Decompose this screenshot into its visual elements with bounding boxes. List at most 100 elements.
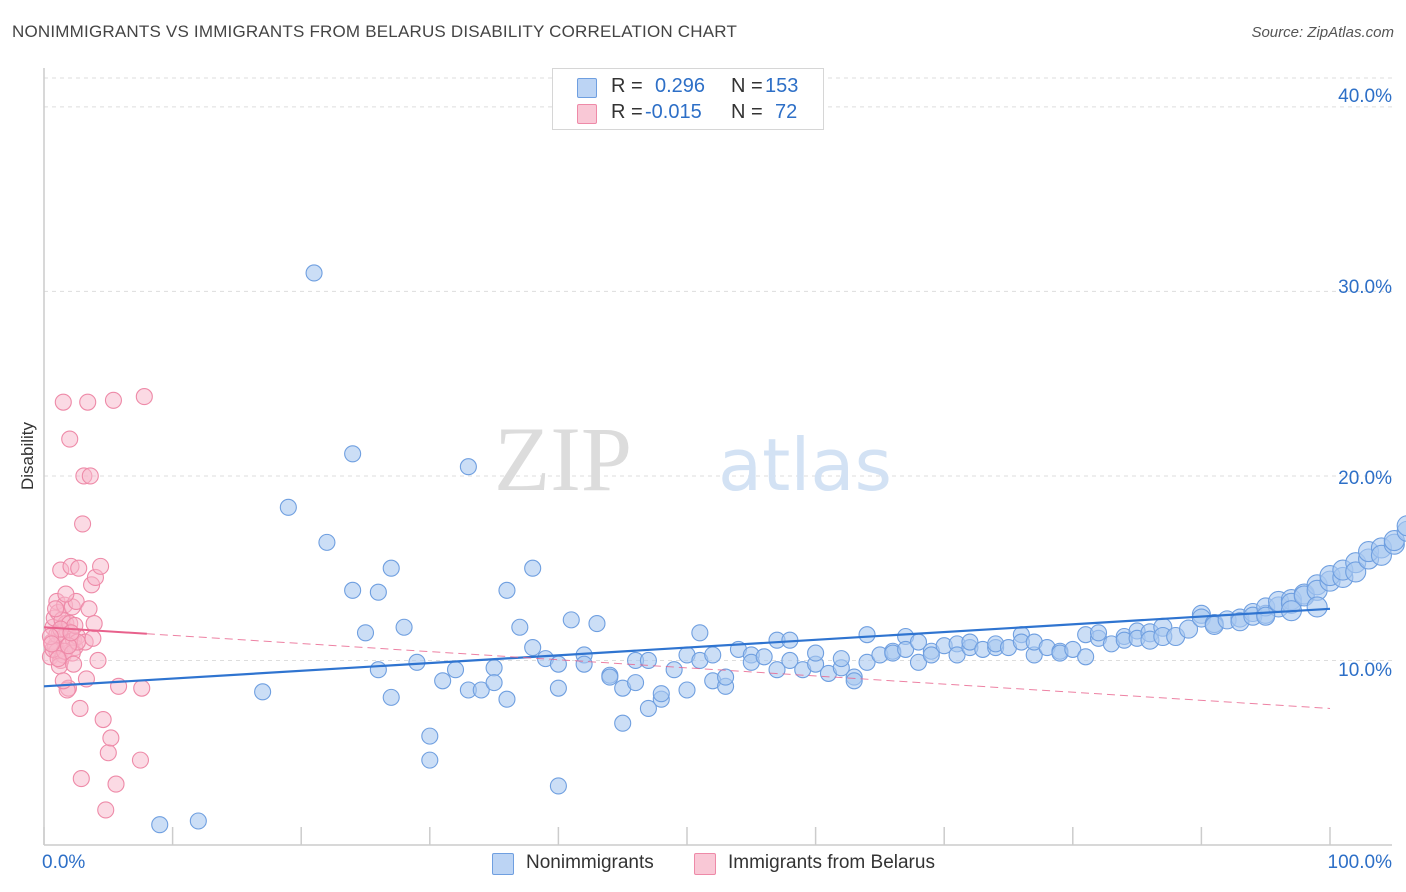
legend-row-immigrants: R = -0.015 N = 72: [577, 101, 817, 127]
chart-title: NONIMMIGRANTS VS IMMIGRANTS FROM BELARUS…: [12, 22, 738, 41]
point-nonimmigrants: [524, 559, 542, 577]
point-immigrants: [80, 600, 98, 618]
point-nonimmigrants: [549, 679, 567, 697]
point-nonimmigrants: [382, 559, 400, 577]
point-nonimmigrants: [421, 727, 439, 745]
legend-r-value: -0.015: [645, 101, 702, 123]
point-nonimmigrants: [485, 674, 503, 692]
trend-lines: [43, 607, 1331, 709]
trend-line-nonimmigrants: [43, 607, 1331, 688]
trend-line-immigrants-dashed: [146, 633, 1331, 709]
point-nonimmigrants: [691, 624, 709, 642]
point-immigrants: [61, 430, 79, 448]
point-nonimmigrants: [498, 690, 516, 708]
point-immigrants: [107, 775, 125, 793]
point-nonimmigrants: [318, 533, 336, 551]
point-nonimmigrants: [524, 639, 542, 657]
point-nonimmigrants: [1256, 606, 1276, 626]
trend-line-immigrants-solid: [43, 626, 147, 635]
point-nonimmigrants: [1089, 624, 1108, 642]
legend-swatch-blue: [577, 78, 597, 98]
legend-swatch-pink: [577, 104, 597, 124]
point-nonimmigrants: [151, 816, 169, 834]
point-nonimmigrants: [1178, 619, 1199, 639]
point-nonimmigrants: [369, 661, 387, 679]
point-nonimmigrants: [511, 618, 529, 636]
point-nonimmigrants: [858, 653, 876, 671]
point-nonimmigrants: [459, 458, 477, 476]
point-nonimmigrants: [356, 624, 375, 642]
point-immigrants: [74, 515, 92, 533]
point-nonimmigrants: [395, 618, 413, 636]
point-nonimmigrants: [485, 659, 503, 677]
legend-n-value: 72: [775, 101, 798, 123]
legend-n-label: N =: [731, 101, 763, 123]
point-nonimmigrants: [421, 751, 439, 769]
point-immigrants: [57, 585, 75, 603]
point-immigrants: [81, 467, 99, 485]
point-nonimmigrants: [1077, 648, 1095, 666]
point-nonimmigrants: [627, 674, 645, 692]
point-immigrants: [72, 770, 90, 788]
x-tick-max: 100.0%: [1327, 852, 1392, 873]
point-nonimmigrants: [652, 685, 670, 703]
point-immigrants: [54, 393, 72, 411]
point-nonimmigrants: [369, 583, 387, 601]
point-nonimmigrants: [858, 626, 876, 644]
point-nonimmigrants: [639, 651, 657, 670]
point-nonimmigrants: [279, 498, 297, 516]
point-nonimmigrants: [922, 646, 940, 664]
point-immigrants: [99, 744, 117, 762]
point-nonimmigrants: [665, 661, 683, 679]
point-immigrants: [65, 655, 83, 673]
point-immigrants: [135, 388, 153, 406]
point-nonimmigrants: [575, 655, 593, 673]
point-immigrants: [131, 751, 149, 769]
watermark-atlas: atlas: [718, 423, 892, 507]
axis-layer: [43, 68, 1392, 846]
point-nonimmigrants: [704, 646, 722, 664]
point-nonimmigrants: [382, 688, 400, 706]
chart-source: Source: ZipAtlas.com: [1251, 24, 1394, 41]
point-immigrants: [92, 557, 110, 575]
point-immigrants: [62, 624, 80, 642]
point-nonimmigrants: [1064, 640, 1082, 658]
point-nonimmigrants: [434, 672, 452, 690]
point-immigrants: [47, 600, 65, 618]
point-nonimmigrants: [601, 668, 619, 686]
point-nonimmigrants: [807, 644, 825, 662]
legend-row-nonimmigrants: R = 0.296 N = 153: [577, 75, 817, 101]
legend-n-label: N =: [731, 75, 763, 97]
x-tick-min: 0.0%: [42, 852, 86, 873]
point-nonimmigrants: [832, 650, 850, 668]
bottom-swatch-blue: [492, 853, 514, 875]
y-tick-20: 20.0%: [1338, 468, 1392, 489]
point-immigrants: [43, 635, 61, 653]
legend-n-value: 153: [765, 75, 799, 97]
point-immigrants: [85, 615, 103, 633]
y-tick-10: 10.0%: [1338, 660, 1392, 681]
point-nonimmigrants: [1345, 561, 1367, 583]
point-nonimmigrants: [1396, 515, 1406, 537]
grid-layer: [44, 77, 1392, 661]
point-nonimmigrants: [549, 777, 567, 795]
bottom-legend-label: Nonimmigrants: [526, 852, 654, 873]
legend-r-label: R =: [611, 101, 643, 123]
y-tick-40: 40.0%: [1338, 86, 1392, 107]
point-nonimmigrants: [639, 699, 657, 718]
point-nonimmigrants: [909, 653, 928, 671]
point-immigrants: [133, 679, 151, 697]
point-nonimmigrants: [472, 681, 490, 699]
point-nonimmigrants: [344, 445, 362, 463]
bottom-legend-label: Immigrants from Belarus: [728, 852, 935, 873]
point-nonimmigrants: [755, 648, 773, 666]
legend-r-label: R =: [611, 75, 643, 97]
point-nonimmigrants: [948, 646, 966, 664]
point-immigrants: [89, 651, 107, 670]
point-nonimmigrants: [845, 672, 863, 690]
point-nonimmigrants: [305, 264, 323, 282]
point-immigrants: [79, 393, 97, 411]
point-nonimmigrants: [961, 633, 979, 651]
bottom-swatch-pink: [694, 853, 716, 875]
